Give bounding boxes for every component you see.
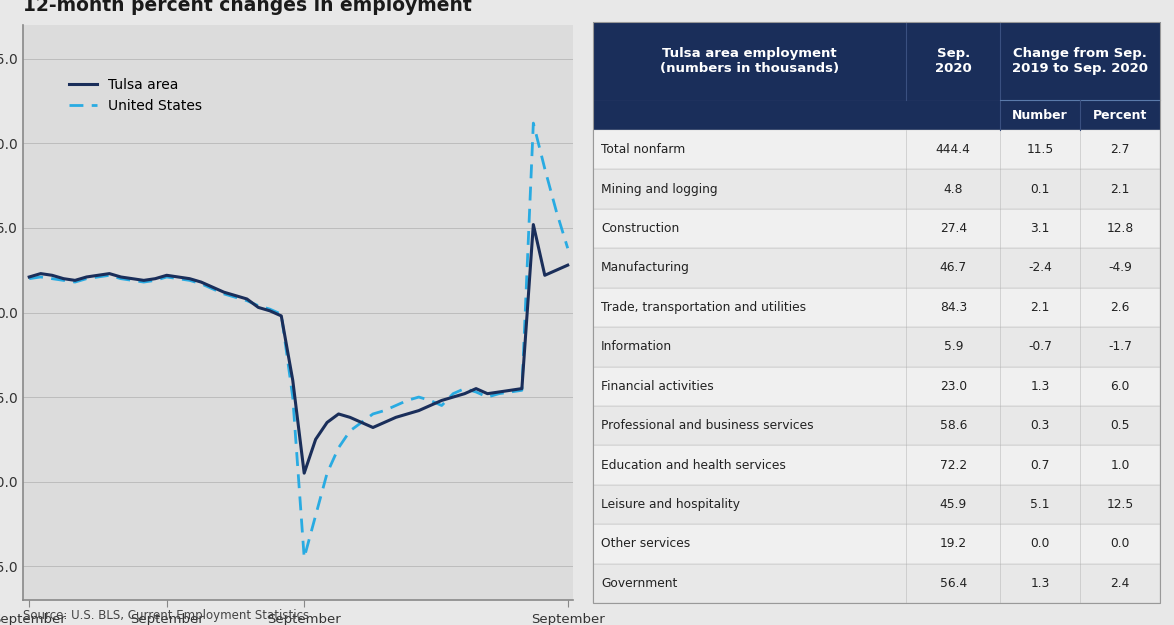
Text: 2.1: 2.1 — [1111, 182, 1129, 196]
Text: -4.9: -4.9 — [1108, 261, 1132, 274]
Text: Sep.
2020: Sep. 2020 — [935, 47, 972, 75]
Text: 4.8: 4.8 — [944, 182, 963, 196]
Text: 0.3: 0.3 — [1031, 419, 1050, 432]
Text: 23.0: 23.0 — [939, 380, 967, 392]
Text: 12.5: 12.5 — [1106, 498, 1134, 511]
Text: Percent: Percent — [1093, 109, 1147, 121]
Text: 12-month percent changes in employment: 12-month percent changes in employment — [23, 0, 472, 15]
Text: Source: U.S. BLS, Current Employment Statistics: Source: U.S. BLS, Current Employment Sta… — [23, 609, 310, 622]
Text: 1.3: 1.3 — [1031, 380, 1050, 392]
Text: 72.2: 72.2 — [939, 459, 967, 472]
Text: 3.1: 3.1 — [1031, 222, 1050, 235]
Text: 0.5: 0.5 — [1111, 419, 1129, 432]
Text: 2.6: 2.6 — [1111, 301, 1129, 314]
Text: Government: Government — [601, 577, 677, 590]
Text: 2.4: 2.4 — [1111, 577, 1129, 590]
Text: 0.1: 0.1 — [1031, 182, 1050, 196]
Text: Change from Sep.
2019 to Sep. 2020: Change from Sep. 2019 to Sep. 2020 — [1012, 47, 1148, 75]
Text: Construction: Construction — [601, 222, 680, 235]
Text: Tulsa area employment
(numbers in thousands): Tulsa area employment (numbers in thousa… — [660, 47, 839, 75]
Text: Manufacturing: Manufacturing — [601, 261, 690, 274]
Legend: Tulsa area, United States: Tulsa area, United States — [63, 72, 208, 118]
Text: 56.4: 56.4 — [939, 577, 967, 590]
Text: 84.3: 84.3 — [939, 301, 967, 314]
Text: 11.5: 11.5 — [1026, 143, 1054, 156]
Text: Professional and business services: Professional and business services — [601, 419, 814, 432]
Text: 12.8: 12.8 — [1106, 222, 1134, 235]
Text: 58.6: 58.6 — [939, 419, 967, 432]
Text: Leisure and hospitality: Leisure and hospitality — [601, 498, 740, 511]
Text: Information: Information — [601, 341, 673, 353]
Text: Trade, transportation and utilities: Trade, transportation and utilities — [601, 301, 807, 314]
Text: Total nonfarm: Total nonfarm — [601, 143, 686, 156]
Text: -0.7: -0.7 — [1028, 341, 1052, 353]
Text: 2.7: 2.7 — [1111, 143, 1129, 156]
Text: 6.0: 6.0 — [1111, 380, 1129, 392]
Text: 2.1: 2.1 — [1031, 301, 1050, 314]
Text: Other services: Other services — [601, 538, 690, 551]
Text: Education and health services: Education and health services — [601, 459, 785, 472]
Text: 5.1: 5.1 — [1031, 498, 1050, 511]
Text: 27.4: 27.4 — [939, 222, 967, 235]
Text: 45.9: 45.9 — [939, 498, 967, 511]
Text: Financial activities: Financial activities — [601, 380, 714, 392]
Text: Number: Number — [1012, 109, 1068, 121]
Text: 0.0: 0.0 — [1031, 538, 1050, 551]
Text: 46.7: 46.7 — [939, 261, 967, 274]
Text: 444.4: 444.4 — [936, 143, 971, 156]
Text: 5.9: 5.9 — [944, 341, 963, 353]
Text: 0.7: 0.7 — [1031, 459, 1050, 472]
Text: 0.0: 0.0 — [1111, 538, 1129, 551]
Text: 1.0: 1.0 — [1111, 459, 1129, 472]
Text: Mining and logging: Mining and logging — [601, 182, 717, 196]
Text: -1.7: -1.7 — [1108, 341, 1132, 353]
Text: 19.2: 19.2 — [939, 538, 967, 551]
Text: 1.3: 1.3 — [1031, 577, 1050, 590]
Text: -2.4: -2.4 — [1028, 261, 1052, 274]
